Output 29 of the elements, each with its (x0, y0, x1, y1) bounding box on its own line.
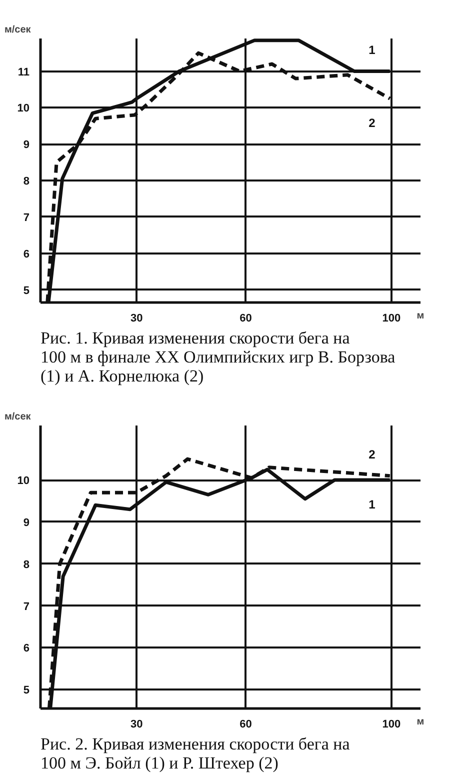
y-tick-label: 6 (23, 642, 30, 655)
x-tick-label: 100 (382, 312, 401, 324)
y-tick-label: 7 (23, 212, 30, 224)
y-tick-label: 11 (18, 66, 30, 78)
y-tick-label: 5 (23, 684, 30, 697)
text: Рис. 2. Кривая изменения скорости бега на 100 м Э. Бойл (1) и Р. Штехер (2) (40, 734, 350, 772)
y-axis-title: м/сек (4, 412, 32, 422)
series-label: 1 (368, 498, 376, 512)
series-label: 2 (368, 447, 376, 462)
y-tick-label: 10 (17, 102, 30, 115)
y-tick-label: 9 (23, 516, 30, 529)
x-tick-label: 30 (130, 312, 143, 324)
x-axis-title: м (416, 310, 424, 322)
y-tick-label: 5 (23, 284, 30, 297)
y-tick-label: 8 (23, 176, 30, 188)
x-tick-label: 100 (382, 718, 401, 730)
x-tick-label: 30 (130, 718, 143, 730)
y-tick-label: 8 (23, 558, 30, 571)
x-axis-title: м (416, 716, 424, 728)
text: Рис. 1. Кривая изменения скорости бега на 100 м в финале XX Олимпийских игр В. Борзова (1) и А. Корнелюка (2) (40, 328, 396, 386)
x-tick-label: 60 (240, 312, 252, 324)
y-tick-label: 6 (23, 248, 30, 260)
y-tick-label: 9 (23, 139, 30, 152)
series-label: 1 (368, 42, 376, 57)
y-axis-title: м/сек (4, 24, 32, 36)
series-label: 2 (368, 116, 376, 130)
x-tick-label: 60 (240, 718, 252, 730)
y-tick-label: 10 (17, 475, 30, 488)
y-tick-label: 7 (23, 600, 30, 613)
